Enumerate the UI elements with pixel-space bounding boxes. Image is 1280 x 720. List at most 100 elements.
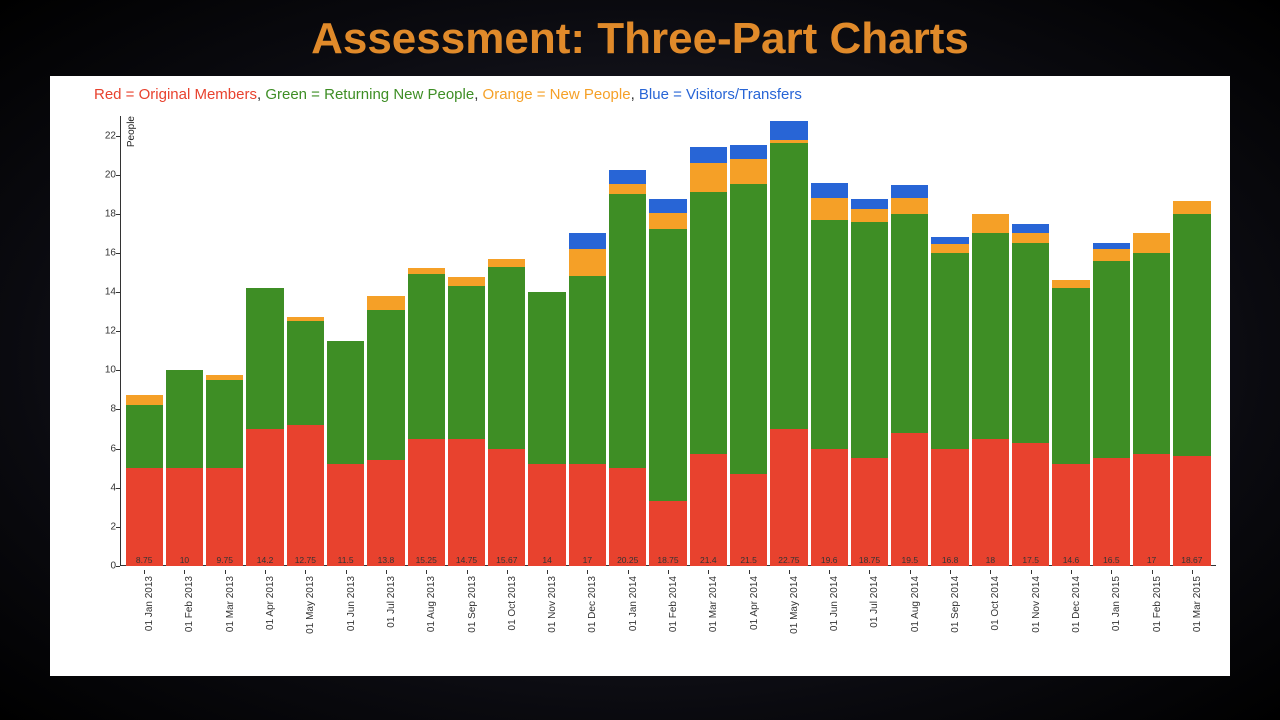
bar-segment-new <box>811 198 848 220</box>
bar-segment-original <box>569 464 606 566</box>
bar-segment-returning <box>408 274 445 438</box>
bar: 19.5 <box>890 116 930 566</box>
x-label-slot: 01 Apr 2013 <box>245 570 285 666</box>
bar-segment-original <box>690 454 727 566</box>
x-label-slot: 01 Jul 2014 <box>849 570 889 666</box>
bar-segment-returning <box>649 229 686 501</box>
x-label-slot: 01 Sep 2013 <box>446 570 486 666</box>
x-tick-label: 01 Jan 2014 <box>628 576 639 631</box>
x-label-slot: 01 Dec 2014 <box>1051 570 1091 666</box>
bar: 15.25 <box>406 116 446 566</box>
bar-segment-original <box>609 468 646 566</box>
x-label-slot: 01 Mar 2015 <box>1172 570 1212 666</box>
x-tick-label: 01 Aug 2014 <box>910 576 921 632</box>
bar-segment-original <box>246 429 283 566</box>
bar-segment-new <box>609 184 646 195</box>
bar: 19.6 <box>809 116 849 566</box>
x-tick-label: 01 Sep 2013 <box>467 576 478 633</box>
x-tick-label: 01 Mar 2015 <box>1192 576 1203 632</box>
y-tick-label: 12 <box>92 326 116 337</box>
x-tick-label: 01 May 2013 <box>305 576 316 634</box>
legend-segment: Blue = Visitors/Transfers <box>639 86 802 103</box>
legend-separator: , <box>631 86 639 103</box>
bar: 15.67 <box>487 116 527 566</box>
x-tick-mark <box>225 570 226 574</box>
bar-segment-original <box>891 433 928 566</box>
bar-segment-returning <box>327 341 364 464</box>
x-tick-label: 01 Jul 2013 <box>386 576 397 628</box>
bar-segment-new <box>448 277 485 286</box>
bar-segment-returning <box>1133 253 1170 455</box>
x-tick-mark <box>869 570 870 574</box>
y-tick-mark <box>116 566 120 567</box>
x-tick-label: 01 Sep 2014 <box>950 576 961 633</box>
bar-segment-new <box>1173 201 1210 214</box>
x-tick-mark <box>587 570 588 574</box>
bar-segment-visitors <box>1012 224 1049 234</box>
bar-segment-original <box>931 449 968 566</box>
x-label-slot: 01 Aug 2014 <box>890 570 930 666</box>
bar-segment-original <box>770 429 807 566</box>
x-label-slot: 01 Oct 2013 <box>487 570 527 666</box>
bar-segment-original <box>166 468 203 566</box>
bar-segment-returning <box>569 276 606 464</box>
bar: 17 <box>567 116 607 566</box>
x-label-slot: 01 Mar 2014 <box>688 570 728 666</box>
x-tick-label: 01 Oct 2014 <box>990 576 1001 630</box>
x-tick-label: 01 Apr 2013 <box>265 576 276 630</box>
bar-segment-returning <box>488 267 525 449</box>
x-label-slot: 01 Nov 2014 <box>1011 570 1051 666</box>
bar-segment-new <box>488 259 525 266</box>
bar-segment-returning <box>166 370 203 468</box>
bar-segment-new <box>408 268 445 275</box>
bar: 14.6 <box>1051 116 1091 566</box>
bar-segment-original <box>327 464 364 566</box>
bar: 16.5 <box>1091 116 1131 566</box>
x-tick-label: 01 Jun 2014 <box>829 576 840 631</box>
x-tick-mark <box>426 570 427 574</box>
bar-segment-original <box>528 464 565 566</box>
plot-area: 0246810121416182022 People 8.75109.7514.… <box>120 116 1216 566</box>
x-tick-label: 01 Nov 2014 <box>1031 576 1042 633</box>
bar-segment-returning <box>126 405 163 469</box>
x-tick-label: 01 Nov 2013 <box>547 576 558 633</box>
y-tick-label: 2 <box>92 521 116 532</box>
bar-segment-returning <box>811 220 848 449</box>
bar: 17.5 <box>1011 116 1051 566</box>
bar-segment-visitors <box>730 145 767 159</box>
x-tick-label: 01 Feb 2015 <box>1152 576 1163 632</box>
x-tick-label: 01 Dec 2013 <box>587 576 598 633</box>
bar-segment-new <box>690 163 727 192</box>
bar: 9.75 <box>205 116 245 566</box>
x-label-slot: 01 Dec 2013 <box>567 570 607 666</box>
x-label-slot: 01 Apr 2014 <box>728 570 768 666</box>
x-tick-mark <box>1071 570 1072 574</box>
bar-segment-original <box>126 468 163 566</box>
bar-segment-returning <box>287 321 324 425</box>
y-tick-label: 18 <box>92 208 116 219</box>
bar: 8.75 <box>124 116 164 566</box>
bar: 12.75 <box>285 116 325 566</box>
bar-segment-returning <box>851 222 888 459</box>
chart-legend: Red = Original Members, Green = Returnin… <box>64 86 1216 103</box>
bar-segment-returning <box>730 184 767 474</box>
x-tick-mark <box>1192 570 1193 574</box>
bar-segment-original <box>730 474 767 566</box>
bar-segment-visitors <box>931 237 968 244</box>
x-label-slot: 01 May 2013 <box>285 570 325 666</box>
bar-segment-visitors <box>609 170 646 184</box>
bar-segment-returning <box>931 253 968 449</box>
bar-segment-returning <box>609 194 646 468</box>
x-tick-mark <box>305 570 306 574</box>
bar-segment-original <box>1012 443 1049 566</box>
y-tick-label: 10 <box>92 365 116 376</box>
x-tick-label: 01 Jul 2014 <box>869 576 880 628</box>
bar-segment-returning <box>1052 288 1089 464</box>
bar-segment-new <box>367 296 404 310</box>
bar-segment-returning <box>1093 261 1130 459</box>
bar-segment-original <box>367 460 404 566</box>
x-tick-mark <box>467 570 468 574</box>
bars-container: 8.75109.7514.212.7511.513.815.2514.7515.… <box>120 116 1216 566</box>
x-tick-label: 01 Feb 2014 <box>668 576 679 632</box>
bar-segment-original <box>811 449 848 566</box>
